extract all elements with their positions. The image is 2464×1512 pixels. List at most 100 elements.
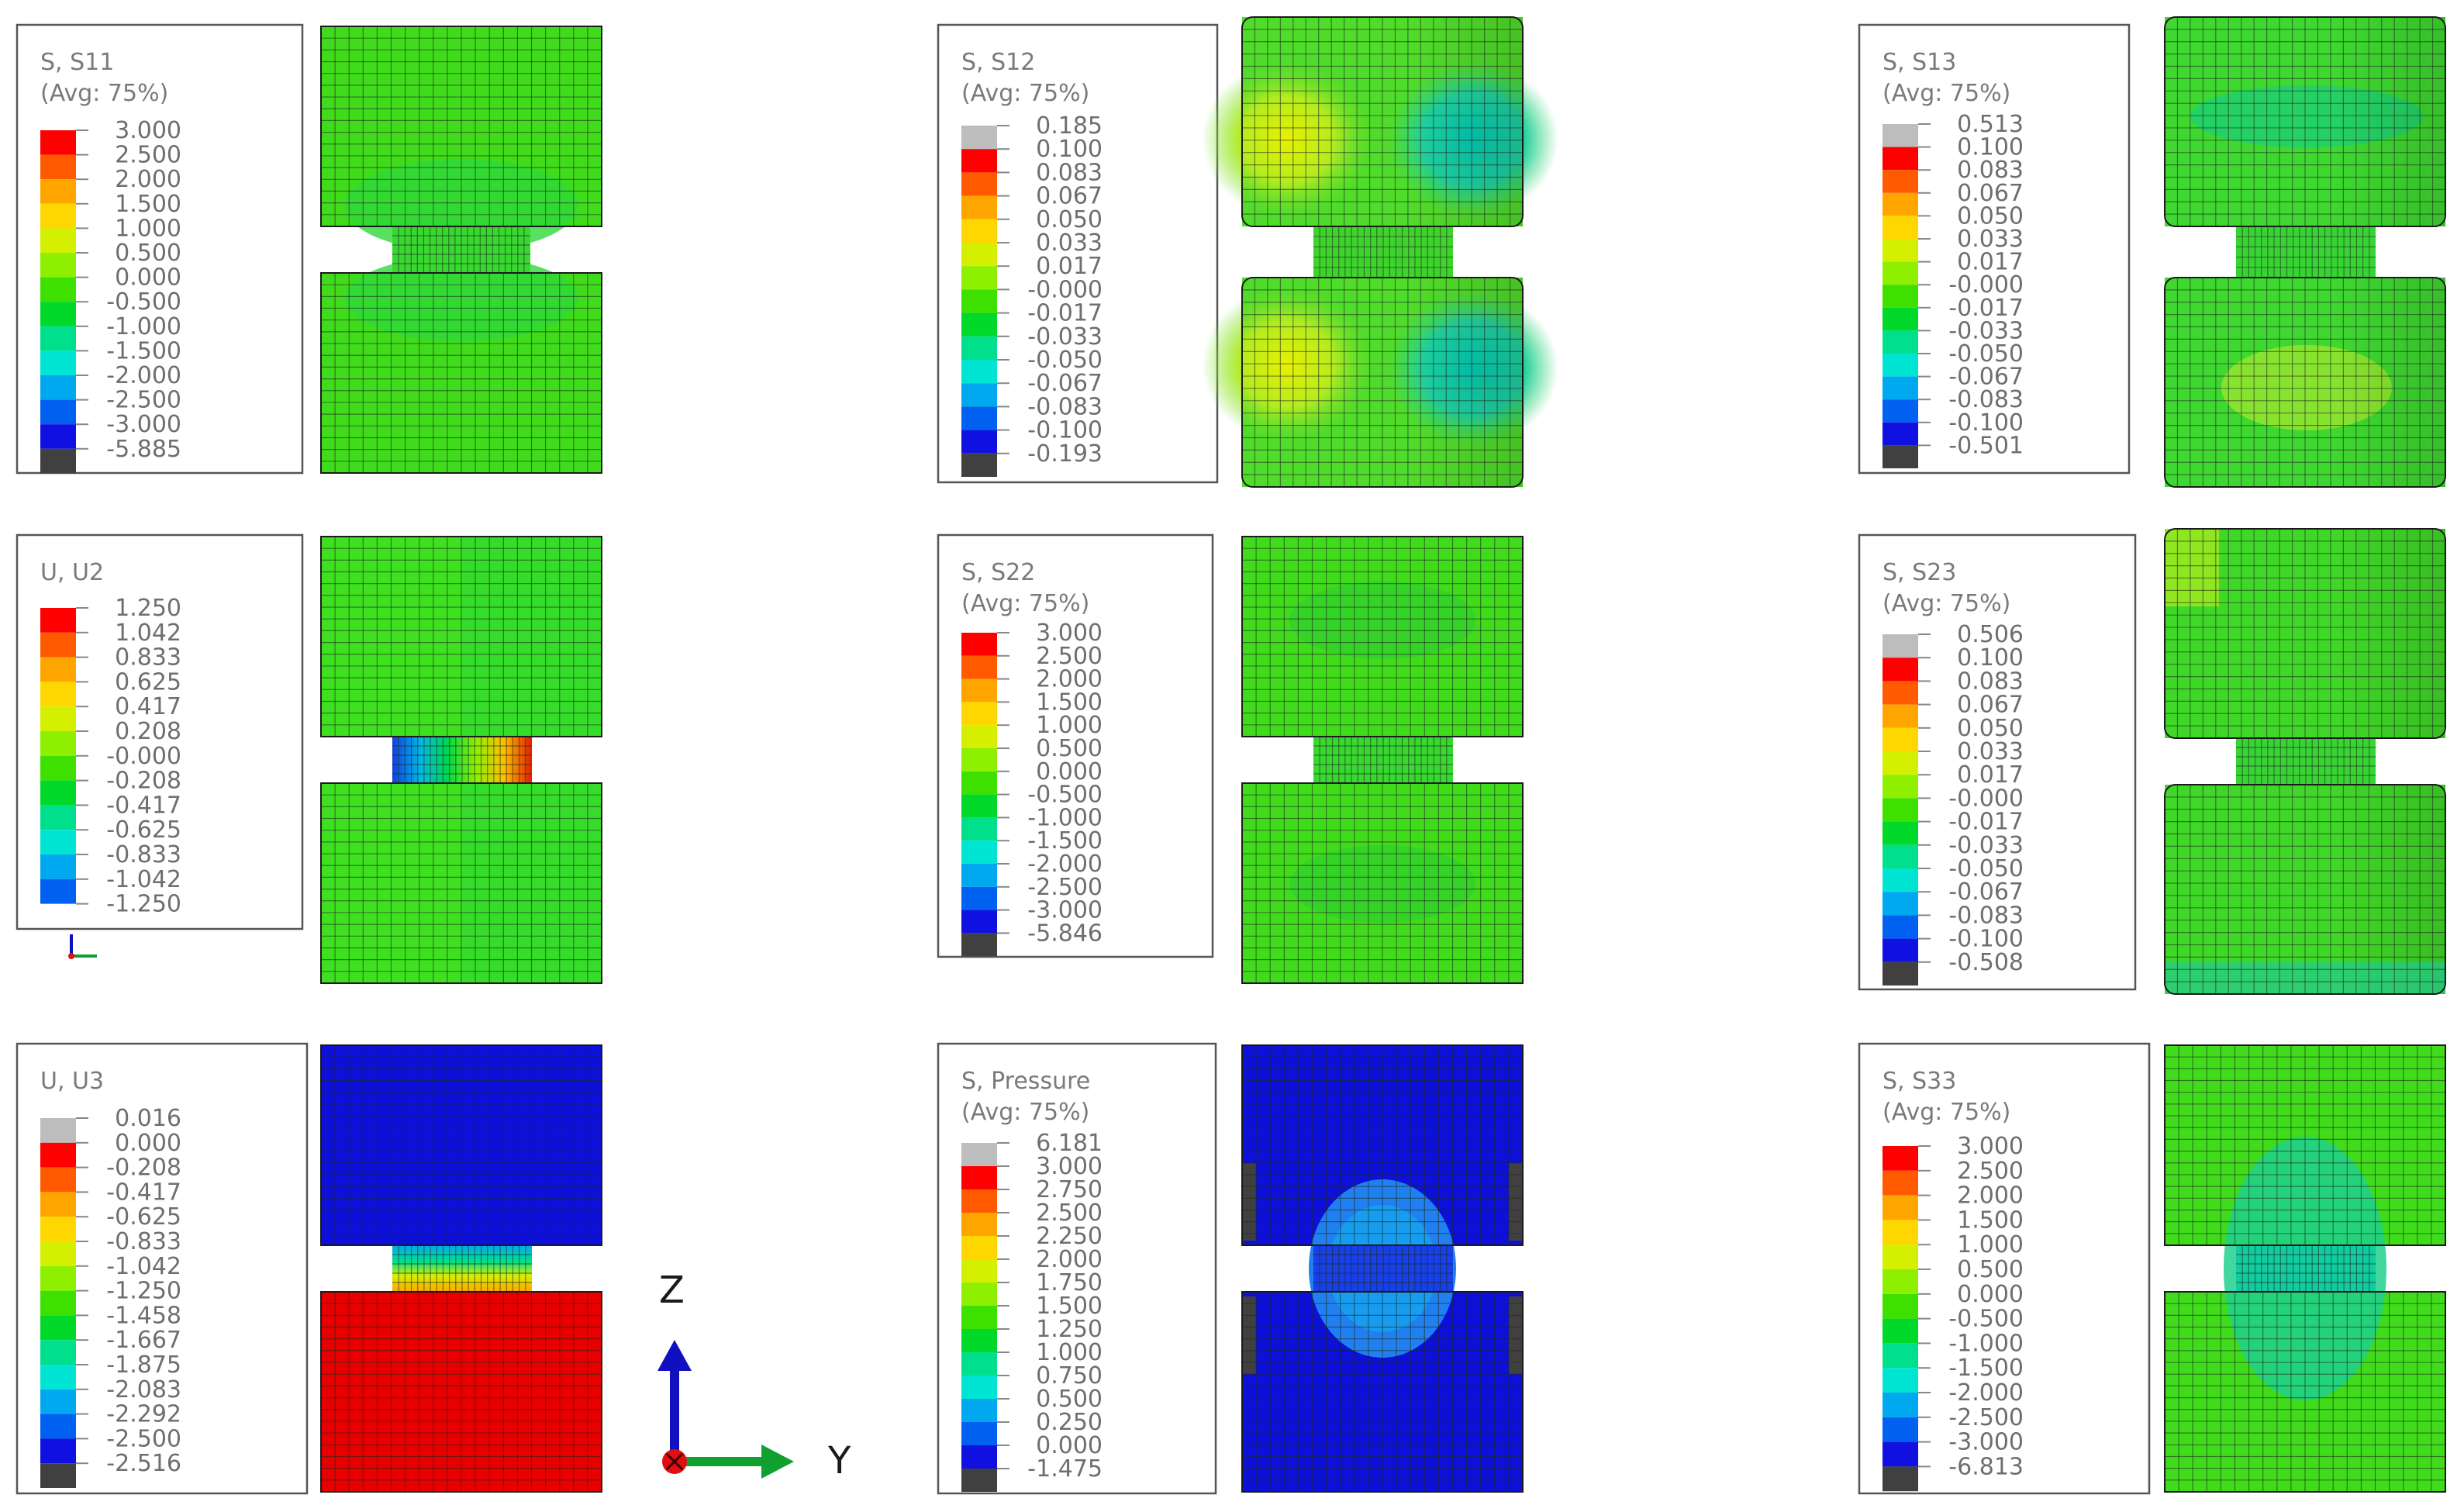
legend-color-band [961, 1306, 997, 1329]
legend-color-band [961, 771, 997, 795]
legend-label: -2.500 [106, 387, 181, 414]
legend-color-band [961, 149, 997, 173]
mesh-grid [2165, 529, 2445, 738]
legend-label: -1.042 [106, 866, 181, 893]
legend-color-band [961, 336, 997, 360]
legend-label: 0.050 [1036, 206, 1103, 233]
legend-title-line: (Avg: 75%) [40, 80, 168, 107]
legend-label: -0.067 [1027, 370, 1103, 397]
legend-color-band [40, 253, 76, 278]
legend-color-band [1883, 307, 1918, 331]
legend-color-band [40, 1241, 76, 1266]
legend-label: -0.833 [106, 1228, 181, 1255]
legend-label: 0.500 [1036, 735, 1103, 762]
legend-color-band [40, 1290, 76, 1316]
legend-label: 0.017 [1957, 761, 2024, 789]
legend-label: 2.250 [1036, 1223, 1103, 1250]
mesh-grid [392, 737, 532, 783]
legend-label: -2.500 [106, 1425, 181, 1452]
mesh-grid [2236, 226, 2376, 278]
legend-color-band [961, 266, 997, 290]
specimen-pressure [1241, 1044, 1524, 1493]
legend-color-band [1883, 1393, 1918, 1417]
legend-label: -3.000 [1027, 897, 1103, 924]
legend-label: 0.500 [1036, 1386, 1103, 1413]
legend-label: 1.000 [1957, 1231, 2024, 1258]
legend-label: -0.000 [1948, 785, 2024, 812]
mesh-grid [1242, 1292, 1523, 1492]
axis-label-z: Z [659, 1269, 685, 1312]
legend-label: -0.501 [1948, 432, 2024, 459]
legend-color-band [961, 725, 997, 748]
legend-color-band [40, 375, 76, 400]
legend-label: 1.500 [1957, 1206, 2024, 1234]
legend-color-band [961, 1259, 997, 1282]
legend-label: 1.500 [1036, 689, 1103, 716]
legend-color-band [1883, 147, 1918, 171]
legend-color-band [961, 1445, 997, 1469]
legend-color-band [40, 682, 76, 707]
legend-label: 0.100 [1957, 134, 2024, 161]
legend-color-band [961, 430, 997, 454]
legend-label: -3.000 [1948, 1429, 2024, 1456]
legend-label: 1.000 [1036, 1339, 1103, 1366]
legend-color-band [1883, 892, 1918, 916]
legend-label: -6.813 [1948, 1453, 2024, 1480]
legend-color-band [1883, 239, 1918, 262]
legend-label: -2.000 [1948, 1379, 2024, 1407]
legend-label: -0.417 [106, 1179, 181, 1206]
legend-label: -0.017 [1027, 300, 1103, 327]
legend-color-band [1883, 634, 1918, 658]
legend-label: 0.000 [1036, 1432, 1103, 1459]
specimen-u3 [320, 1044, 602, 1493]
legend-label: 0.185 [1036, 112, 1103, 140]
legend-title-line: S, S33 [1883, 1068, 1956, 1095]
legend-title-line: (Avg: 75%) [1883, 590, 2010, 617]
legend-color-band [1883, 1146, 1918, 1171]
legend-label: 1.750 [1036, 1269, 1103, 1296]
legend-color-band [1883, 1195, 1918, 1220]
mesh-grid [2236, 1245, 2376, 1292]
specimen-s33 [2164, 1044, 2446, 1493]
legend-label: -0.033 [1948, 317, 2024, 344]
legend-pressure: S, Pressure (Avg: 75%) 6.1813.0002.7502.50… [937, 1042, 1217, 1495]
mesh-grid [2165, 1045, 2445, 1245]
legend-color-band [1883, 354, 1918, 377]
legend-color-band [1883, 1466, 1918, 1492]
legend-label: 0.000 [1957, 1281, 2024, 1308]
legend-color-band [40, 854, 76, 879]
legend-label: 0.417 [115, 693, 181, 720]
specimen-s23 [2164, 528, 2446, 995]
legend-title-line: U, U3 [40, 1068, 104, 1095]
legend-label: -0.208 [106, 1155, 181, 1182]
legend-color-band [961, 289, 997, 313]
legend-label: -0.067 [1948, 364, 2024, 391]
legend-label: 2.000 [115, 166, 181, 193]
legend-color-band [1883, 658, 1918, 682]
legend-label: 2.000 [1036, 666, 1103, 693]
legend-label: 0.100 [1957, 644, 2024, 671]
legend-color-band [40, 1389, 76, 1414]
mesh-grid [1242, 783, 1523, 983]
mesh-grid [2165, 278, 2445, 487]
legend-color-band [1883, 1417, 1918, 1442]
legend-label: -5.846 [1027, 920, 1103, 947]
mesh-grid [1242, 1045, 1523, 1245]
legend-color-band [1883, 915, 1918, 939]
legend-label: -0.050 [1948, 340, 2024, 368]
legend-label: 3.000 [1036, 620, 1103, 647]
legend-color-band [1883, 445, 1918, 468]
legend-label: 0.208 [115, 718, 181, 745]
legend-color-band [1883, 1170, 1918, 1196]
legend-color-band [1883, 1293, 1918, 1319]
legend-label: 2.500 [1036, 643, 1103, 670]
legend-color-band [40, 1192, 76, 1217]
specimen-s12 [1202, 16, 1558, 488]
mesh-grid [321, 273, 602, 473]
legend-color-band [40, 1463, 76, 1488]
legend-color-band [961, 933, 997, 957]
legend-color-band [1883, 170, 1918, 193]
legend-label: -2.000 [106, 362, 181, 389]
legend-color-band [40, 277, 76, 302]
